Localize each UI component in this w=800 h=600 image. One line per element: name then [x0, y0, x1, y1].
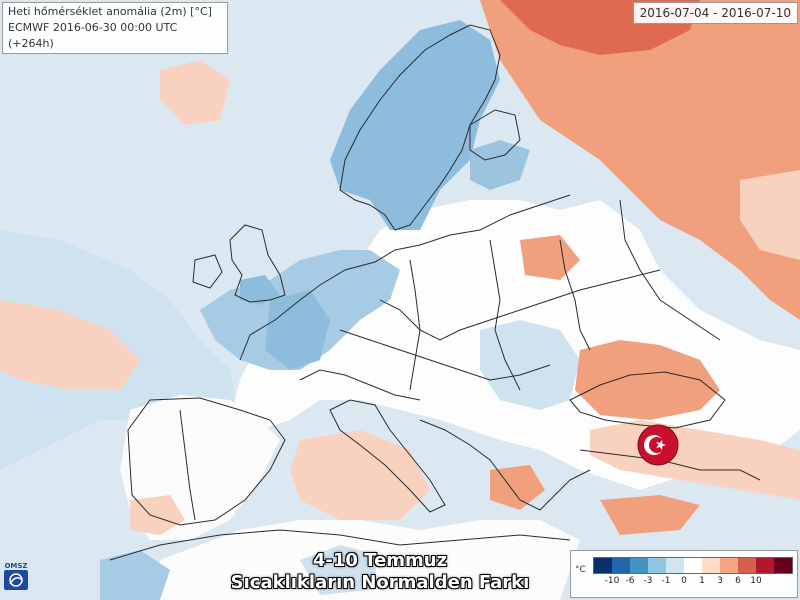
continental-coastline: [239, 194, 571, 361]
legend-swatch: [594, 558, 612, 573]
legend-swatch: [738, 558, 756, 573]
uk-cold-anomaly: [240, 275, 280, 305]
legend-swatch: [720, 558, 738, 573]
balkans-coastline: [419, 419, 591, 511]
legend-unit-label: °C: [575, 565, 586, 575]
baltic-cold-anomaly: [470, 140, 530, 190]
legend-swatch: [756, 558, 774, 573]
date-range-box: 2016-07-04 - 2016-07-10: [632, 2, 798, 24]
legend-tick-label: -10: [604, 576, 620, 586]
legend-swatch: [648, 558, 666, 573]
mediterranean-warm-area: [290, 430, 430, 520]
legend-swatch: [666, 558, 684, 573]
russia-warm-anomaly: [480, 0, 800, 320]
date-range-label: 2016-07-04 - 2016-07-10: [639, 6, 791, 20]
model-run-info: ECMWF 2016-06-30 00:00 UTC (+264h): [8, 21, 178, 50]
black-sea-coastline: [569, 371, 726, 429]
scandinavia-cold-anomaly: [330, 20, 500, 230]
anatolia-coastline: [579, 449, 761, 481]
inner-border-8: [179, 409, 196, 521]
spain-cold-anomaly: [100, 550, 170, 600]
legend-swatch: [702, 558, 720, 573]
map-title-box: Heti hőmérséklet anomália (2m) [°C] ECMW…: [2, 2, 228, 54]
north-africa-coastline: [109, 529, 571, 561]
legend-swatches: [593, 557, 793, 574]
country-borders: [109, 24, 761, 561]
northeast-light-warm: [740, 170, 800, 260]
legend-swatch: [630, 558, 648, 573]
caption-description: Sıcaklıkların Normalden Farkı: [230, 572, 530, 593]
legend-swatch: [612, 558, 630, 573]
inner-border-5: [299, 369, 421, 401]
legend-tick-label: 6: [735, 576, 741, 586]
scandinavia-coastline: [339, 24, 501, 231]
france-cold-anomaly: [265, 290, 330, 370]
legend-swatch: [684, 558, 702, 573]
legend-tick-label: -1: [661, 576, 671, 586]
color-scale-legend: °C -10 -6 -3 -1 0 1 3 6 10: [570, 550, 798, 598]
north-atlantic-warm-spot: [160, 60, 230, 125]
greece-warm-spot: [490, 465, 545, 510]
legend-tick-label: 10: [750, 576, 762, 586]
omsz-logo-icon: OMSZ: [3, 562, 29, 592]
inner-border-3: [489, 239, 521, 391]
italy-coastline: [329, 399, 446, 513]
legend-tick-label: 0: [681, 576, 687, 586]
finland-coastline: [469, 109, 521, 161]
caption-date-range: 4-10 Temmuz: [312, 550, 448, 571]
atlantic-warm-area: [0, 300, 140, 390]
legend-tick-label: -6: [625, 576, 635, 586]
legend-swatch: [774, 558, 792, 573]
iberia-coastline: [127, 397, 286, 526]
inner-border-6: [559, 239, 591, 351]
inner-border-1: [379, 269, 661, 341]
inner-border-2: [409, 259, 421, 391]
legend-tick-label: 3: [717, 576, 723, 586]
great-britain-coastline: [229, 224, 286, 303]
iberia-warm-spot: [130, 495, 185, 535]
turkish-caption: 4-10 Temmuz Sıcaklıkların Normalden Fark…: [190, 550, 570, 594]
omsz-logo-text: OMSZ: [4, 562, 28, 570]
inner-border-4: [339, 329, 551, 381]
legend-tick-label: 1: [699, 576, 705, 586]
black-sea-warm-anomaly: [575, 340, 720, 420]
balkans-cold-anomaly: [480, 320, 580, 410]
omsz-emblem-icon: [4, 570, 28, 590]
legend-tick-label: -3: [643, 576, 653, 586]
italy-cold-anomaly: [300, 545, 380, 595]
legend-tick-labels: -10 -6 -3 -1 0 1 3 6 10: [593, 576, 800, 590]
turkish-flag-icon: [637, 424, 679, 466]
inner-border-7: [619, 199, 721, 341]
map-title: Heti hőmérséklet anomália (2m) [°C]: [8, 5, 212, 18]
ireland-coastline: [192, 254, 223, 289]
levant-warm-anomaly: [600, 495, 700, 535]
